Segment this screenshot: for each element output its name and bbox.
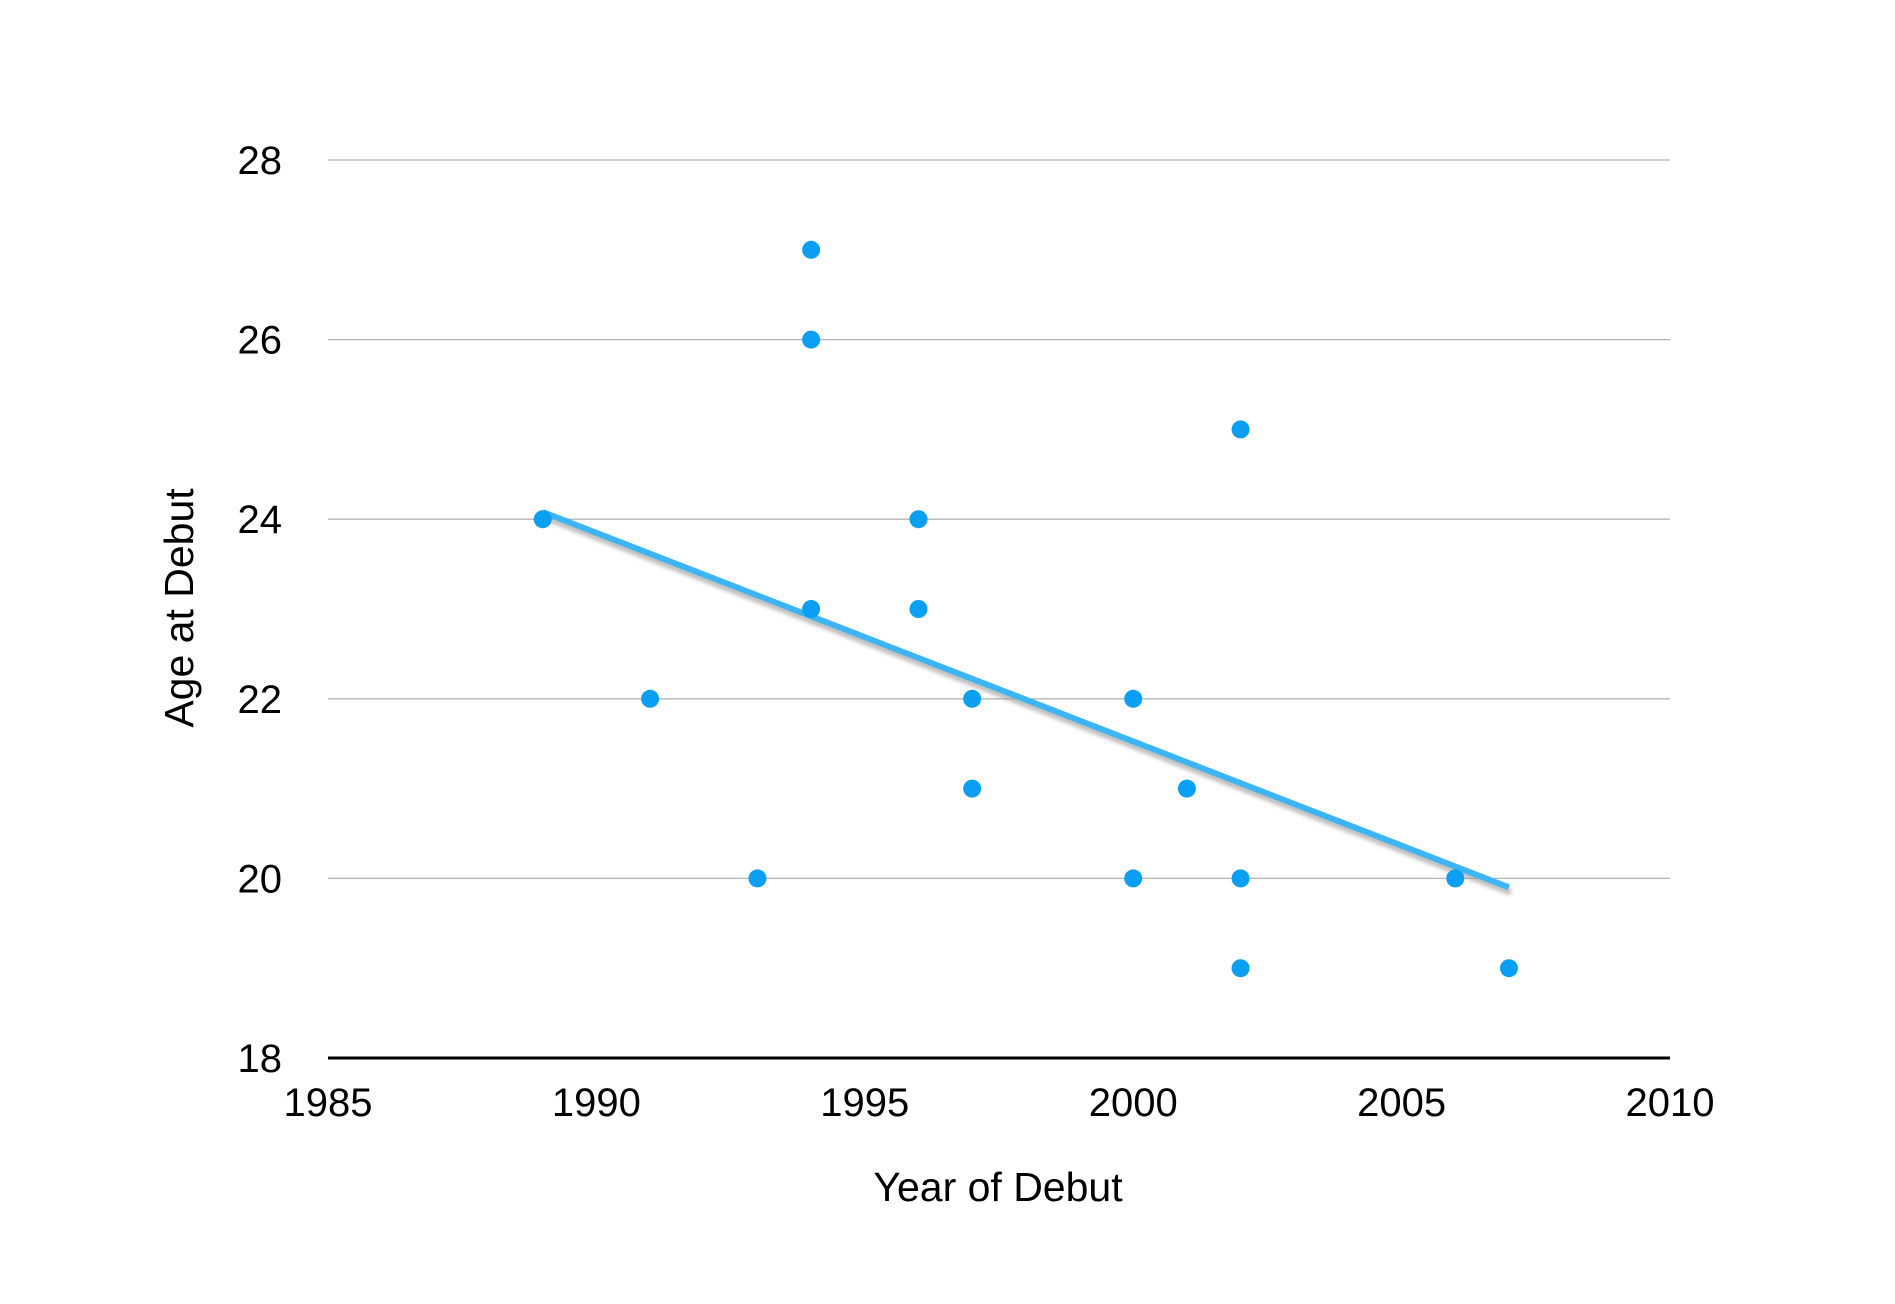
data-point [1231,869,1250,888]
data-points [533,240,1518,978]
y-tick-label: 28 [238,139,283,183]
data-point [909,600,928,618]
trendline [541,509,1513,896]
grid-lines [328,159,1670,880]
data-point [909,510,928,529]
data-point [1499,959,1518,978]
trendline-line [541,509,1511,891]
y-tick-label: 22 [238,678,283,722]
data-point [963,689,982,708]
data-point [533,510,552,529]
x-tick-label: 2010 [1626,1081,1715,1125]
x-tick-label: 2005 [1357,1081,1446,1125]
x-tick-label: 1990 [552,1081,641,1125]
x-tick-label: 2000 [1089,1081,1178,1125]
y-axis-title: Age at Debut [156,488,202,728]
y-tick-label: 24 [238,498,283,542]
data-point [1177,779,1196,798]
data-point [802,240,821,259]
data-point [1124,689,1143,708]
data-point [802,600,821,618]
axis-labels: Year of Debut Age at Debut 18 20 22 24 26 28 1… [156,139,1714,1210]
data-point [641,689,660,708]
y-tick-label: 26 [238,319,283,363]
x-tick-label: 1995 [820,1081,909,1125]
data-point [802,330,821,349]
y-tick-label: 20 [238,857,283,901]
y-tick-label: 18 [238,1037,283,1081]
trendline-shadow [543,514,1513,896]
data-point [1231,420,1250,439]
x-axis-title: Year of Debut [873,1164,1123,1210]
data-point [963,779,982,798]
data-point [748,869,767,888]
data-point [1446,869,1465,888]
x-tick-label: 1985 [284,1081,373,1125]
data-point [1231,959,1250,978]
data-point [1124,869,1143,888]
